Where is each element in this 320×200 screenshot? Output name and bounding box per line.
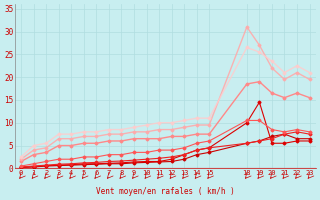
X-axis label: Vent moyen/en rafales ( km/h ): Vent moyen/en rafales ( km/h ) (96, 187, 235, 196)
